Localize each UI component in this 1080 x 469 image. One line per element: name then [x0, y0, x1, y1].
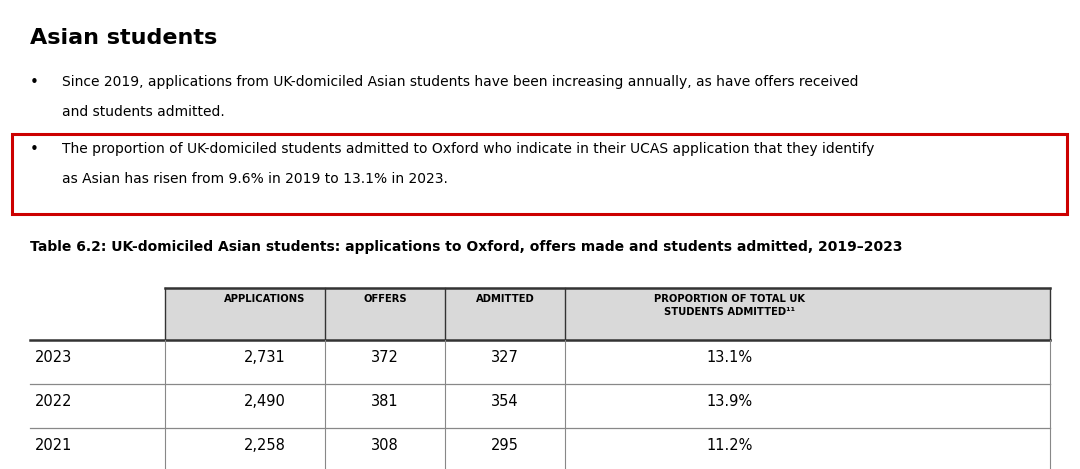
Text: 327: 327 — [491, 350, 518, 365]
Text: 13.9%: 13.9% — [707, 394, 753, 409]
Text: The proportion of UK-domiciled students admitted to Oxford who indicate in their: The proportion of UK-domiciled students … — [62, 142, 875, 156]
Text: PROPORTION OF TOTAL UK
STUDENTS ADMITTED¹¹: PROPORTION OF TOTAL UK STUDENTS ADMITTED… — [654, 294, 806, 317]
Text: and students admitted.: and students admitted. — [62, 105, 225, 119]
Text: 2,731: 2,731 — [244, 350, 286, 365]
Text: Table 6.2: UK-domiciled Asian students: applications to Oxford, offers made and : Table 6.2: UK-domiciled Asian students: … — [30, 240, 903, 254]
Bar — [12, 134, 1067, 214]
Text: APPLICATIONS: APPLICATIONS — [225, 294, 306, 304]
Text: OFFERS: OFFERS — [363, 294, 407, 304]
Bar — [165, 288, 1050, 340]
Text: 2023: 2023 — [35, 350, 72, 365]
Text: ADMITTED: ADMITTED — [475, 294, 535, 304]
Text: 13.1%: 13.1% — [707, 350, 753, 365]
Text: Since 2019, applications from UK-domiciled Asian students have been increasing a: Since 2019, applications from UK-domicil… — [62, 75, 859, 89]
Text: 2,258: 2,258 — [244, 438, 286, 453]
Text: 372: 372 — [372, 350, 399, 365]
Text: 295: 295 — [491, 438, 518, 453]
Text: 2021: 2021 — [35, 438, 72, 453]
Text: •: • — [30, 142, 39, 157]
Text: 308: 308 — [372, 438, 399, 453]
Text: 381: 381 — [372, 394, 399, 409]
Text: 354: 354 — [491, 394, 518, 409]
Text: 2022: 2022 — [35, 394, 72, 409]
Text: as Asian has risen from 9.6% in 2019 to 13.1% in 2023.: as Asian has risen from 9.6% in 2019 to … — [62, 172, 448, 186]
Text: •: • — [30, 75, 39, 90]
Text: 11.2%: 11.2% — [706, 438, 753, 453]
Text: Asian students: Asian students — [30, 28, 217, 48]
Text: 2,490: 2,490 — [244, 394, 286, 409]
